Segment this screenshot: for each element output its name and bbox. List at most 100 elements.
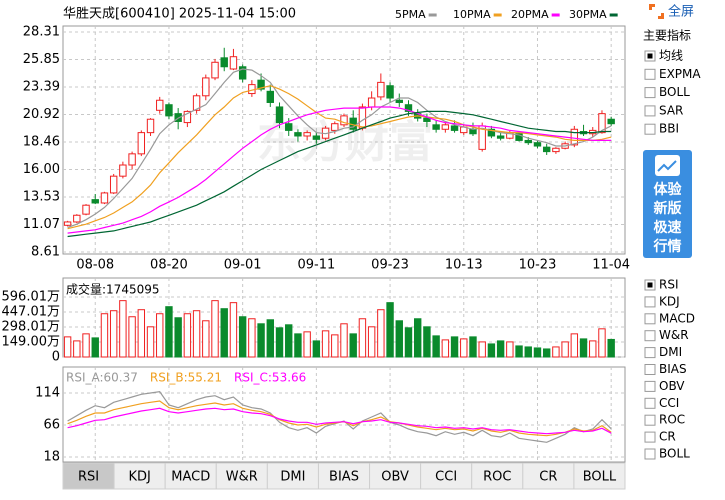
- candle-body: [146, 118, 155, 134]
- checkbox-label[interactable]: BBI: [659, 122, 679, 136]
- checkbox[interactable]: [644, 448, 656, 460]
- candle-body: [423, 117, 431, 122]
- promo-box[interactable]: [643, 150, 692, 258]
- volume-bar: [533, 347, 542, 358]
- tab-label[interactable]: CCI: [435, 470, 457, 485]
- chart-title: 华胜天成[600410] 2025-11-04 15:00: [63, 7, 296, 22]
- checkbox-label[interactable]: 均线: [659, 49, 683, 63]
- volume-bar: [137, 309, 146, 358]
- checkbox[interactable]: [644, 87, 656, 99]
- checkbox-label[interactable]: BOLL: [659, 447, 690, 461]
- volume-bar: [607, 338, 615, 358]
- checkbox-label[interactable]: EXPMA: [659, 67, 701, 81]
- checkbox-label[interactable]: SAR: [659, 103, 683, 117]
- checkbox[interactable]: [644, 414, 656, 426]
- legend-label: 10PMA: [453, 8, 491, 21]
- promo-text[interactable]: 体验: [654, 181, 683, 198]
- tab-label[interactable]: CR: [539, 470, 557, 485]
- y-tick-label: 16.00: [23, 162, 60, 177]
- checkbox-label[interactable]: W&R: [659, 328, 689, 342]
- checkbox-label[interactable]: RSI: [659, 278, 679, 292]
- tab-label[interactable]: BOLL: [583, 470, 617, 485]
- checkbox[interactable]: [644, 347, 656, 359]
- tab-label[interactable]: RSI: [78, 470, 99, 485]
- tab[interactable]: [573, 462, 626, 490]
- tab[interactable]: [113, 462, 166, 490]
- volume-bar: [404, 327, 413, 358]
- checkbox-label[interactable]: KDJ: [659, 294, 680, 308]
- checkbox[interactable]: [644, 431, 656, 443]
- candle-body: [515, 133, 523, 141]
- volume-bar: [469, 336, 477, 358]
- volume-bar: [156, 313, 164, 358]
- candle-body: [91, 199, 99, 204]
- checkbox-label[interactable]: BIAS: [659, 362, 687, 376]
- promo-text[interactable]: 行情: [653, 238, 682, 255]
- candle-body: [192, 95, 201, 111]
- volume-bar: [211, 300, 219, 358]
- checkbox-mark: [647, 282, 653, 288]
- volume-bar: [275, 327, 284, 358]
- candle-body: [404, 104, 413, 112]
- tab-label[interactable]: W&R: [226, 470, 258, 485]
- checkbox[interactable]: [644, 68, 656, 80]
- candle-body: [331, 123, 339, 131]
- tab[interactable]: [317, 462, 371, 490]
- checkbox[interactable]: [644, 330, 656, 342]
- tab-label[interactable]: DMI: [280, 470, 305, 485]
- candle-body: [63, 221, 72, 226]
- checkbox-label[interactable]: MACD: [659, 311, 695, 325]
- y-tick-label: 298.01万: [2, 320, 61, 335]
- checkbox-label[interactable]: DMI: [659, 345, 682, 359]
- tab-label[interactable]: ROC: [483, 470, 511, 485]
- checkbox[interactable]: [644, 105, 656, 117]
- volume-bar: [303, 331, 311, 358]
- promo-icon: [655, 155, 680, 176]
- tab[interactable]: [522, 462, 575, 490]
- candle-body: [312, 135, 321, 140]
- main-indicators-title: 主要指标: [643, 28, 691, 43]
- volume-bar: [589, 340, 597, 358]
- volume-bar: [552, 346, 560, 358]
- checkbox-label[interactable]: BOLL: [659, 85, 690, 99]
- rsi-panel: [62, 366, 626, 463]
- volume-bar: [460, 338, 468, 358]
- checkbox-label[interactable]: CR: [659, 430, 676, 444]
- volume-bar: [487, 343, 496, 358]
- volume-bar: [340, 323, 348, 358]
- checkbox[interactable]: [644, 364, 656, 375]
- checkbox-label[interactable]: ROC: [659, 413, 685, 427]
- checkbox-label[interactable]: OBV: [659, 379, 685, 393]
- tab[interactable]: [164, 462, 217, 490]
- line-series: [67, 85, 612, 230]
- tab-label[interactable]: MACD: [171, 470, 210, 485]
- candle-body: [441, 124, 450, 130]
- fullscreen-label[interactable]: 全屏: [668, 4, 694, 20]
- tab[interactable]: [471, 462, 524, 490]
- candle-body: [82, 204, 90, 215]
- legend-label: 30PMA: [569, 8, 607, 21]
- checkbox[interactable]: [644, 380, 656, 392]
- checkbox[interactable]: [644, 313, 656, 325]
- promo[interactable]: [643, 150, 692, 258]
- volume-bar: [524, 346, 532, 358]
- y-tick-label: 11.07: [23, 217, 60, 232]
- y-tick-label: 114: [35, 386, 60, 401]
- tab[interactable]: [215, 462, 268, 490]
- checkbox[interactable]: [644, 296, 656, 308]
- promo-text[interactable]: 极速: [654, 219, 682, 236]
- tab-label[interactable]: OBV: [381, 470, 409, 485]
- tab-label[interactable]: BIAS: [329, 470, 359, 485]
- candle-body: [450, 125, 459, 131]
- candle-body: [238, 66, 247, 80]
- checkbox-label[interactable]: CCI: [659, 396, 679, 410]
- checkbox[interactable]: [644, 123, 656, 135]
- volume-bar: [100, 313, 109, 358]
- fullscreen-button[interactable]: 全屏: [648, 3, 694, 20]
- candle-body: [570, 128, 579, 146]
- checkbox[interactable]: [644, 397, 656, 409]
- tab-label[interactable]: KDJ: [128, 470, 150, 485]
- volume-bar: [414, 318, 422, 358]
- promo-text[interactable]: 新版: [654, 200, 682, 217]
